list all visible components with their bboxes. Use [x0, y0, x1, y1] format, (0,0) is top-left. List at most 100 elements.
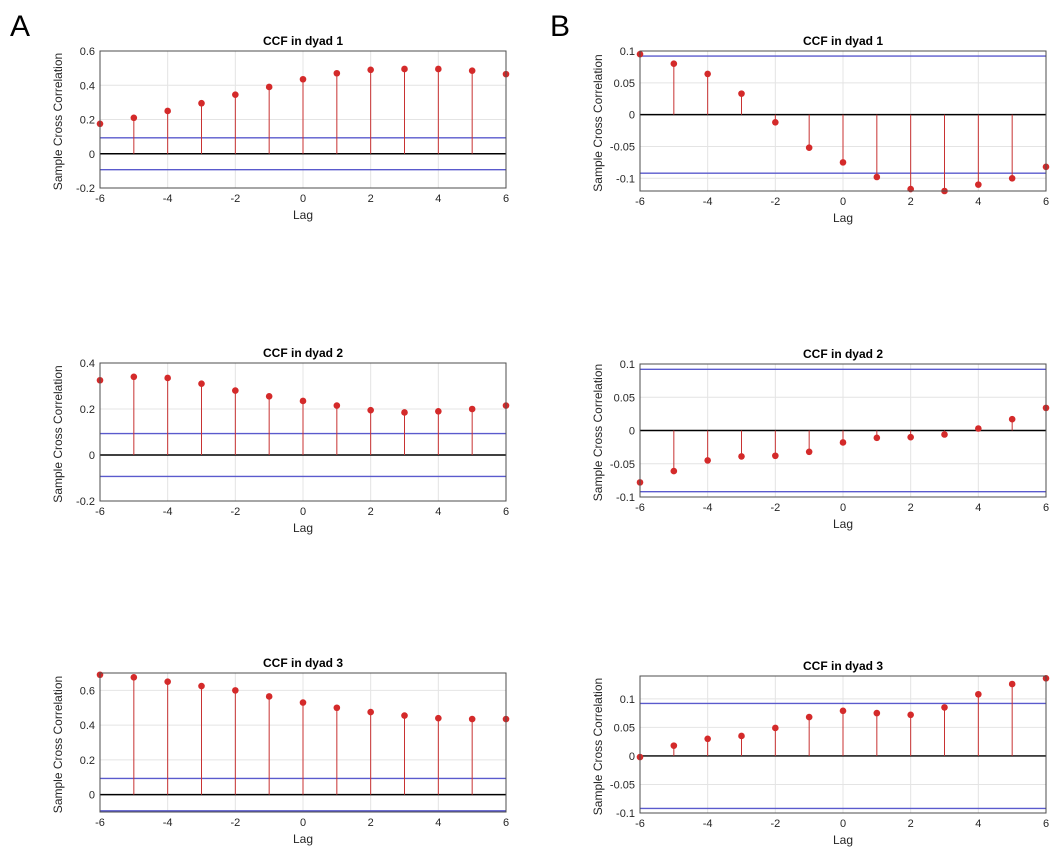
y-tick-label: 0	[89, 149, 95, 161]
x-tick-label: 0	[840, 818, 846, 830]
stem-marker	[670, 467, 678, 475]
stem-marker	[299, 75, 307, 83]
stem-marker	[975, 181, 982, 188]
chart-a-1: -6 -4 -2 0 2 4 6 -0.2 0 0.2 0.4 0.6 CCF in dyad 1 Lag…	[51, 34, 510, 222]
chart-b-1: -6 -4 -2 0 2 4 6 -0.1 -0.05 0 0.05 0.1 CCF in dyad 1…	[591, 34, 1050, 225]
stem-marker	[401, 65, 408, 73]
x-tick-label: 2	[908, 502, 914, 514]
axes-box	[639, 675, 1047, 814]
x-axis-label: Lag	[293, 521, 313, 535]
stem-marker	[367, 708, 374, 716]
x-tick-label: 0	[300, 817, 306, 829]
stem-marker	[164, 374, 171, 382]
stem-marker	[265, 83, 273, 91]
stem-marker	[670, 60, 678, 68]
y-axis-label: Sample Cross Correlation	[591, 678, 605, 815]
x-tick-label: -6	[635, 818, 645, 830]
stem-marker	[265, 693, 273, 700]
stem-marker	[873, 434, 881, 442]
x-tick-label: 6	[503, 817, 509, 829]
stem-marker	[468, 715, 476, 723]
x-tick-label: -2	[230, 506, 240, 518]
y-tick-label: 0.05	[614, 78, 635, 90]
stem-marker	[232, 91, 239, 98]
y-axis-label: Sample Cross Correlation	[51, 676, 65, 813]
x-tick-label: 6	[1043, 502, 1049, 514]
y-axis-label: Sample Cross Correlation	[591, 364, 605, 501]
x-tick-label: -6	[635, 196, 645, 208]
x-tick-label: -2	[770, 502, 780, 514]
stem-marker	[772, 452, 779, 460]
axes-box	[99, 672, 507, 813]
y-tick-label: 0.05	[614, 722, 635, 734]
stem-marker	[805, 448, 813, 456]
x-axis-label: Lag	[833, 833, 853, 847]
stem-marker	[333, 704, 341, 712]
chart-title: CCF in dyad 1	[263, 34, 343, 48]
stem-marker	[468, 67, 476, 74]
stem-marker	[130, 674, 138, 681]
stem-marker	[299, 699, 307, 706]
stem-marker	[704, 70, 711, 78]
x-tick-label: 6	[1043, 196, 1049, 208]
y-tick-label: -0.1	[616, 492, 635, 504]
stem-marker	[164, 678, 171, 685]
stem-marker	[130, 373, 138, 381]
x-tick-label: -2	[230, 817, 240, 829]
y-tick-label: 0.4	[80, 358, 95, 370]
x-tick-label: 0	[300, 506, 306, 518]
stem-marker	[401, 409, 408, 416]
stem-marker	[738, 732, 745, 740]
x-tick-label: -2	[770, 818, 780, 830]
stem-marker	[704, 735, 711, 743]
x-tick-label: 4	[435, 817, 441, 829]
x-tick-label: 2	[908, 818, 914, 830]
stem-marker	[367, 66, 374, 74]
stem-marker	[1008, 174, 1016, 182]
stem-marker	[839, 707, 847, 715]
chart-a-2: -6 -4 -2 0 2 4 6 -0.2 0 0.2 0.4 CCF in dyad 2 Lag Sam…	[51, 346, 510, 535]
x-axis-label: Lag	[293, 832, 313, 846]
x-tick-label: 4	[435, 193, 441, 205]
x-tick-label: -4	[703, 502, 713, 514]
stem-marker	[435, 714, 442, 722]
chart-title: CCF in dyad 2	[263, 346, 343, 360]
stem-marker	[873, 173, 881, 181]
stem-marker	[805, 713, 813, 721]
stem-marker	[738, 90, 745, 97]
y-tick-label: 0	[89, 450, 95, 462]
chart-title: CCF in dyad 1	[803, 34, 883, 48]
y-tick-label: 0	[629, 751, 635, 763]
y-tick-label: 0.2	[80, 115, 95, 127]
y-tick-label: -0.05	[610, 141, 635, 153]
stem-marker	[839, 439, 847, 446]
y-axis-label: Sample Cross Correlation	[591, 54, 605, 191]
y-tick-label: -0.2	[76, 183, 95, 195]
axes-box	[99, 362, 507, 502]
y-tick-label: -0.1	[616, 808, 635, 820]
stem-marker	[975, 690, 982, 698]
x-tick-label: 0	[840, 196, 846, 208]
y-tick-label: 0.2	[80, 755, 95, 767]
x-tick-label: -4	[163, 193, 173, 205]
y-tick-label: 0.4	[80, 720, 95, 732]
stem-marker	[130, 114, 138, 122]
y-tick-label: 0	[629, 110, 635, 122]
chart-title: CCF in dyad 2	[803, 347, 883, 361]
stem-marker	[232, 387, 239, 394]
x-tick-label: 6	[503, 193, 509, 205]
stem-marker	[198, 99, 205, 107]
x-tick-label: -6	[95, 817, 105, 829]
y-tick-label: 0.2	[80, 404, 95, 416]
x-tick-label: -4	[163, 506, 173, 518]
stem-marker	[367, 406, 374, 414]
x-tick-label: -4	[703, 196, 713, 208]
x-axis-label: Lag	[293, 208, 313, 222]
x-tick-label: 2	[368, 193, 374, 205]
y-tick-label: -0.05	[610, 459, 635, 471]
y-tick-label: 0	[629, 426, 635, 438]
stem-marker	[670, 742, 678, 749]
stem-marker	[333, 69, 341, 77]
y-tick-label: 0.6	[80, 46, 95, 58]
axes-box	[639, 50, 1047, 192]
